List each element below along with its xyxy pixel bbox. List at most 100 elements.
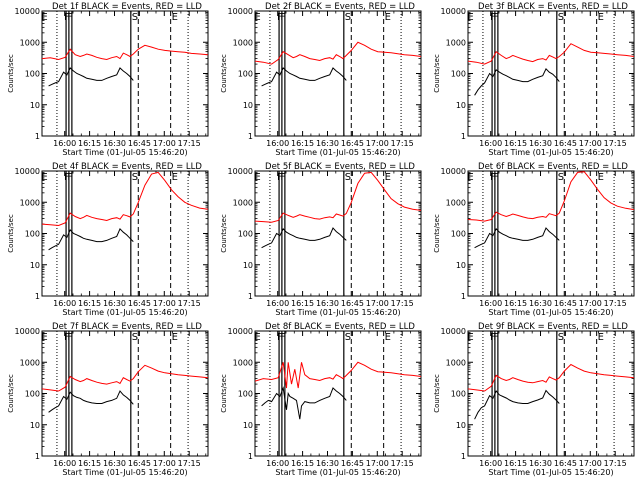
plot-area [468, 331, 634, 456]
segment-marker-label: E [41, 332, 47, 343]
segment-marker-label: E [598, 332, 604, 343]
segment-marker-label: F [280, 332, 286, 343]
x-tick-label: 17:00 [153, 299, 176, 308]
segment-marker-label: F [490, 332, 496, 343]
x-tick-label: 16:00 [53, 459, 76, 468]
y-tick-label: 10000 [228, 327, 253, 336]
x-tick-label: 16:15 [291, 139, 314, 148]
y-tick-label: 100 [25, 230, 40, 239]
x-tick-label: 17:00 [579, 139, 602, 148]
x-tick-label: 16:15 [291, 459, 314, 468]
y-tick-label: 10000 [228, 167, 253, 176]
segment-marker-label: F [493, 172, 499, 183]
x-tick-label: 16:45 [554, 299, 577, 308]
plot-area [468, 171, 634, 296]
chart-title: Det 5f BLACK = Events, RED = LLD [265, 162, 415, 172]
segment-marker-label: E [385, 332, 391, 343]
x-tick-label: 16:15 [504, 299, 527, 308]
segment-marker-label: F [490, 172, 496, 183]
plot-area [42, 11, 208, 136]
segment-marker-label: S [558, 12, 564, 23]
chart-title: Det 1f BLACK = Events, RED = LLD [52, 2, 202, 12]
x-tick-label: 16:00 [479, 139, 502, 148]
segment-marker-label: S [132, 12, 138, 23]
segment-marker-label: F [64, 12, 70, 23]
segment-marker-label: F [490, 12, 496, 23]
y-tick-label: 1000 [20, 198, 40, 207]
plot-area [255, 11, 421, 136]
x-tick-label: 16:15 [504, 459, 527, 468]
segment-marker-label: F [280, 172, 286, 183]
segment-marker-label: F [277, 12, 283, 23]
y-tick-label: 10000 [15, 7, 40, 16]
y-tick-label: 10000 [441, 327, 466, 336]
y-tick-label: 10 [243, 261, 253, 270]
x-tick-label: 16:45 [341, 139, 364, 148]
segment-marker-label: F [64, 172, 70, 183]
x-tick-label: 16:45 [128, 139, 151, 148]
y-axis-label: Counts/sec [7, 214, 15, 253]
x-tick-label: 16:30 [103, 299, 126, 308]
x-tick-label: 17:15 [178, 459, 201, 468]
x-axis-label: Start Time (01-Jul-05 15:46:20) [275, 148, 400, 157]
chart-panel: Det 6f BLACK = Events, RED = LLD 1 10 100 10… [433, 162, 635, 317]
x-tick-label: 17:15 [604, 459, 627, 468]
y-tick-label: 1 [35, 292, 40, 301]
y-tick-label: 1000 [446, 198, 466, 207]
y-tick-label: 1 [461, 292, 466, 301]
x-tick-label: 16:00 [479, 459, 502, 468]
series-line-red [255, 41, 421, 65]
x-tick-label: 16:45 [128, 299, 151, 308]
segment-marker-label: F [67, 12, 73, 23]
series-line-black [474, 389, 560, 420]
x-tick-label: 17:00 [366, 459, 389, 468]
y-tick-label: 1000 [233, 38, 253, 47]
y-tick-label: 1000 [20, 358, 40, 367]
x-axis-label: Start Time (01-Jul-05 15:46:20) [488, 308, 613, 317]
x-tick-label: 16:15 [504, 139, 527, 148]
y-tick-label: 10000 [15, 327, 40, 336]
x-tick-label: 16:00 [266, 459, 289, 468]
y-axis-label: Counts/sec [433, 54, 441, 93]
x-tick-label: 16:45 [341, 299, 364, 308]
x-tick-label: 16:30 [103, 139, 126, 148]
plot-frame [254, 330, 422, 457]
x-tick-label: 17:15 [178, 299, 201, 308]
series-line-black [261, 386, 347, 420]
chart-title: Det 2f BLACK = Events, RED = LLD [265, 2, 415, 12]
x-tick-label: 17:00 [366, 299, 389, 308]
x-tick-label: 16:45 [128, 459, 151, 468]
chart-panel: Det 7f BLACK = Events, RED = LLD 1 10 100 10… [7, 322, 209, 477]
series-line-black [474, 68, 560, 96]
y-tick-label: 1000 [233, 358, 253, 367]
segment-marker-label: E [598, 172, 604, 183]
x-tick-label: 16:15 [78, 139, 101, 148]
y-tick-label: 1000 [446, 358, 466, 367]
y-tick-label: 100 [25, 70, 40, 79]
x-tick-label: 16:45 [554, 459, 577, 468]
x-tick-label: 17:15 [178, 139, 201, 148]
segment-marker-label: F [280, 12, 286, 23]
y-tick-label: 10 [30, 261, 40, 270]
y-axis-label: Counts/sec [220, 374, 228, 413]
x-axis-label: Start Time (01-Jul-05 15:46:20) [488, 148, 613, 157]
x-tick-label: 17:00 [153, 139, 176, 148]
segment-marker-label: E [172, 172, 178, 183]
x-tick-label: 16:15 [291, 299, 314, 308]
y-tick-label: 1 [248, 132, 253, 141]
segment-marker-label: E [385, 12, 391, 23]
y-tick-label: 10 [30, 421, 40, 430]
y-axis-label: Counts/sec [7, 54, 15, 93]
series-line-red [468, 43, 634, 65]
segment-marker-label: F [493, 332, 499, 343]
segment-marker-label: F [64, 332, 70, 343]
y-tick-label: 1 [35, 452, 40, 461]
segment-marker-label: F [493, 12, 499, 23]
y-tick-label: 10 [456, 101, 466, 110]
plot-area [255, 171, 421, 296]
x-tick-label: 16:30 [529, 299, 552, 308]
y-tick-label: 1 [461, 452, 466, 461]
chart-title: Det 9f BLACK = Events, RED = LLD [478, 322, 628, 332]
x-axis-label: Start Time (01-Jul-05 15:46:20) [275, 468, 400, 477]
